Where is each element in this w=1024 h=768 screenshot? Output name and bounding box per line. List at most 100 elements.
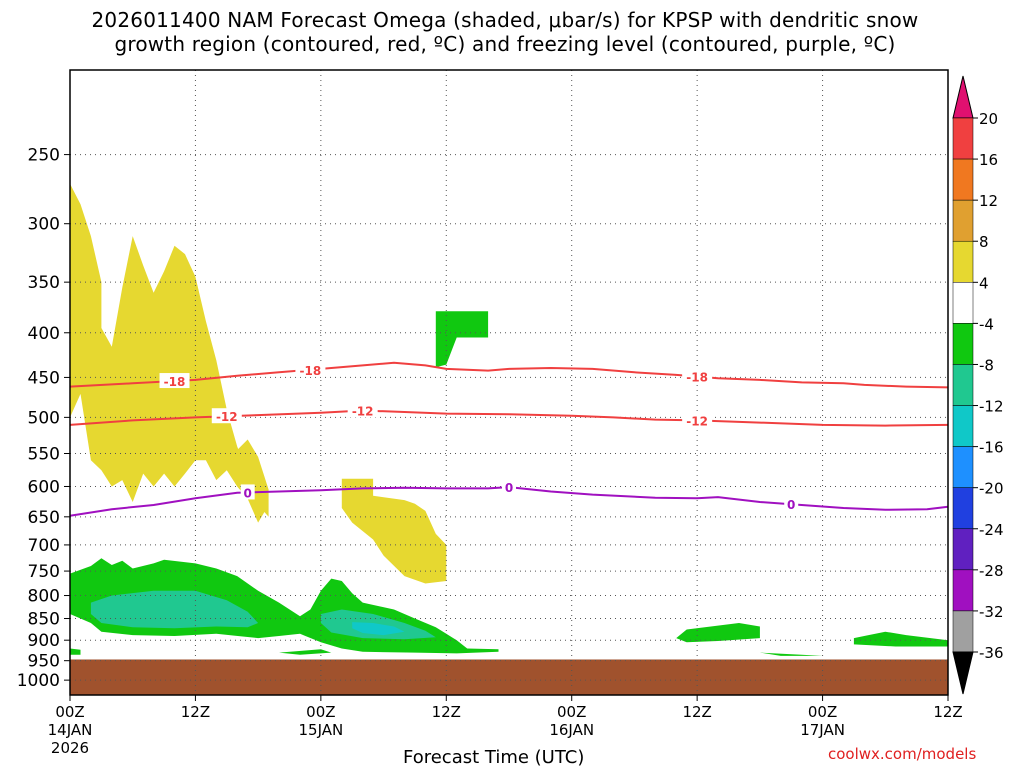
colorbar-cell-10 [952, 487, 974, 530]
colorbar-cell-1 [952, 117, 974, 160]
colorbar-bottom-arrow [952, 651, 974, 695]
y-tick-label-800: 800 [28, 587, 60, 607]
x-tick-label-3: 12Z [432, 703, 461, 721]
colorbar-label-0: 20 [979, 110, 998, 128]
colorbar-label-11: -28 [979, 562, 1004, 580]
x-tick-label-4: 00Z [557, 703, 586, 721]
y-tick-label-350: 350 [28, 273, 60, 293]
shaded-region-12 [70, 648, 81, 655]
colorbar-cell-2 [952, 158, 974, 201]
colorbar-label-6: -8 [979, 356, 994, 374]
colorbar-label-1: 16 [979, 151, 998, 169]
contour-label-bg-2-2 [784, 496, 799, 512]
x-date-label-6: 17JAN [800, 721, 845, 739]
x-date-label-0: 14JAN [48, 721, 93, 739]
shaded-region-10 [279, 649, 332, 655]
y-tick-label-550: 550 [28, 444, 60, 464]
y-tick-label-1000: 1000 [17, 671, 60, 691]
colorbar-cell-13 [952, 610, 974, 653]
contour-label-2-2: 0 [787, 498, 795, 512]
x-date-label-2: 15JAN [298, 721, 343, 739]
contour-label-bg-2-1 [502, 479, 516, 495]
y-tick-label-850: 850 [28, 610, 60, 630]
contour-label-bg-1-0 [211, 408, 242, 424]
x-tick-label-5: 12Z [682, 703, 711, 721]
y-tick-label-900: 900 [28, 631, 60, 651]
y-tick-label-600: 600 [28, 477, 60, 497]
shaded-region-7 [352, 622, 405, 636]
y-tick-label-300: 300 [28, 215, 60, 235]
x-tick-label-1: 12Z [181, 703, 210, 721]
colorbar-cell-5 [952, 282, 974, 324]
contour-label-0-1: -18 [300, 364, 322, 378]
shaded-region-0 [70, 183, 269, 523]
colorbar-label-12: -32 [979, 603, 1004, 621]
contour-label-1-2: -12 [686, 414, 708, 428]
colorbar-cell-6 [952, 323, 974, 365]
shaded-region-1 [237, 439, 269, 517]
colorbar-label-4: 4 [979, 274, 989, 292]
colorbar-label-2: 12 [979, 192, 998, 210]
y-tick-label-400: 400 [28, 324, 60, 344]
shaded-region-8 [676, 623, 760, 643]
contour-label-bg-1-2 [682, 412, 713, 428]
colorbar-label-13: -36 [979, 644, 1004, 662]
x-tick-label-2: 00Z [306, 703, 335, 721]
chart-title-line-2: growth region (contoured, red, ºC) and f… [114, 32, 896, 56]
x-axis-title: Forecast Time (UTC) [403, 747, 585, 768]
colorbar-cell-7 [952, 364, 974, 406]
colorbar-cell-11 [952, 528, 974, 571]
credit-text[interactable]: coolwx.com/models [828, 745, 977, 763]
contour-label-bg-0-1 [295, 361, 326, 377]
x-tick-label-0: 00Z [55, 703, 84, 721]
colorbar-cell-8 [952, 405, 974, 447]
contour-label-bg-1-1 [347, 402, 378, 418]
contour-label-1-1: -12 [352, 404, 374, 418]
ground-rect [70, 659, 948, 695]
shaded-region-5 [90, 590, 259, 629]
contour-label-bg-0-2 [682, 368, 713, 384]
colorbar-label-7: -12 [979, 398, 1004, 416]
shaded-region-2 [341, 478, 447, 584]
contour-label-2-0: 0 [244, 486, 252, 500]
x-date-label-4: 16JAN [549, 721, 594, 739]
chart-title-line-1: 2026011400 NAM Forecast Omega (shaded, μ… [91, 8, 919, 32]
y-tick-label-500: 500 [28, 408, 60, 428]
y-tick-label-750: 750 [28, 562, 60, 582]
colorbar-label-5: -4 [979, 315, 994, 333]
colorbar-label-3: 8 [979, 233, 989, 251]
contour-label-0-2: -18 [686, 371, 708, 385]
x-tick-label-7: 12Z [933, 703, 962, 721]
plot-frame [69, 69, 949, 696]
x-year-label-0: 2026 [51, 739, 89, 757]
x-tick-label-6: 00Z [808, 703, 837, 721]
axes: 2503003504004505005506006507007508008509… [17, 69, 963, 757]
y-tick-label-950: 950 [28, 652, 60, 672]
shaded-region-3 [435, 311, 489, 368]
colorbar-top-arrow [952, 75, 974, 119]
colorbar-label-9: -20 [979, 480, 1004, 498]
y-tick-label-450: 450 [28, 368, 60, 388]
contour-label-0-0: -18 [164, 375, 186, 389]
ground-fill [70, 659, 948, 695]
colorbar-label-10: -24 [979, 521, 1004, 539]
omega-shading [70, 183, 948, 656]
colorbar-cell-4 [952, 240, 974, 283]
contour-label-bg-2-0 [240, 484, 255, 500]
y-tick-label-700: 700 [28, 536, 60, 556]
shaded-region-9 [853, 631, 948, 647]
colorbar-cell-12 [952, 569, 974, 612]
colorbar-cell-3 [952, 199, 974, 242]
contour-label-bg-0-0 [159, 373, 190, 389]
contour-label-2-1: 0 [505, 481, 513, 495]
contour-label-1-0: -12 [216, 410, 238, 424]
colorbar-cell-9 [952, 446, 974, 488]
colorbar-label-8: -16 [979, 439, 1004, 457]
contour-lines: -18 -18 -18 -12 -12 -12 0 0 0 [69, 361, 949, 517]
contour-line-0 [69, 361, 949, 389]
chart-title: 2026011400 NAM Forecast Omega (shaded, μ… [0, 8, 1010, 56]
y-tick-label-650: 650 [28, 508, 60, 528]
shaded-region-11 [759, 652, 823, 656]
colorbar: 20 16 12 8 4 -4 -8 -12 -16 -20 -24 -28 -32 -36 [952, 75, 1004, 695]
